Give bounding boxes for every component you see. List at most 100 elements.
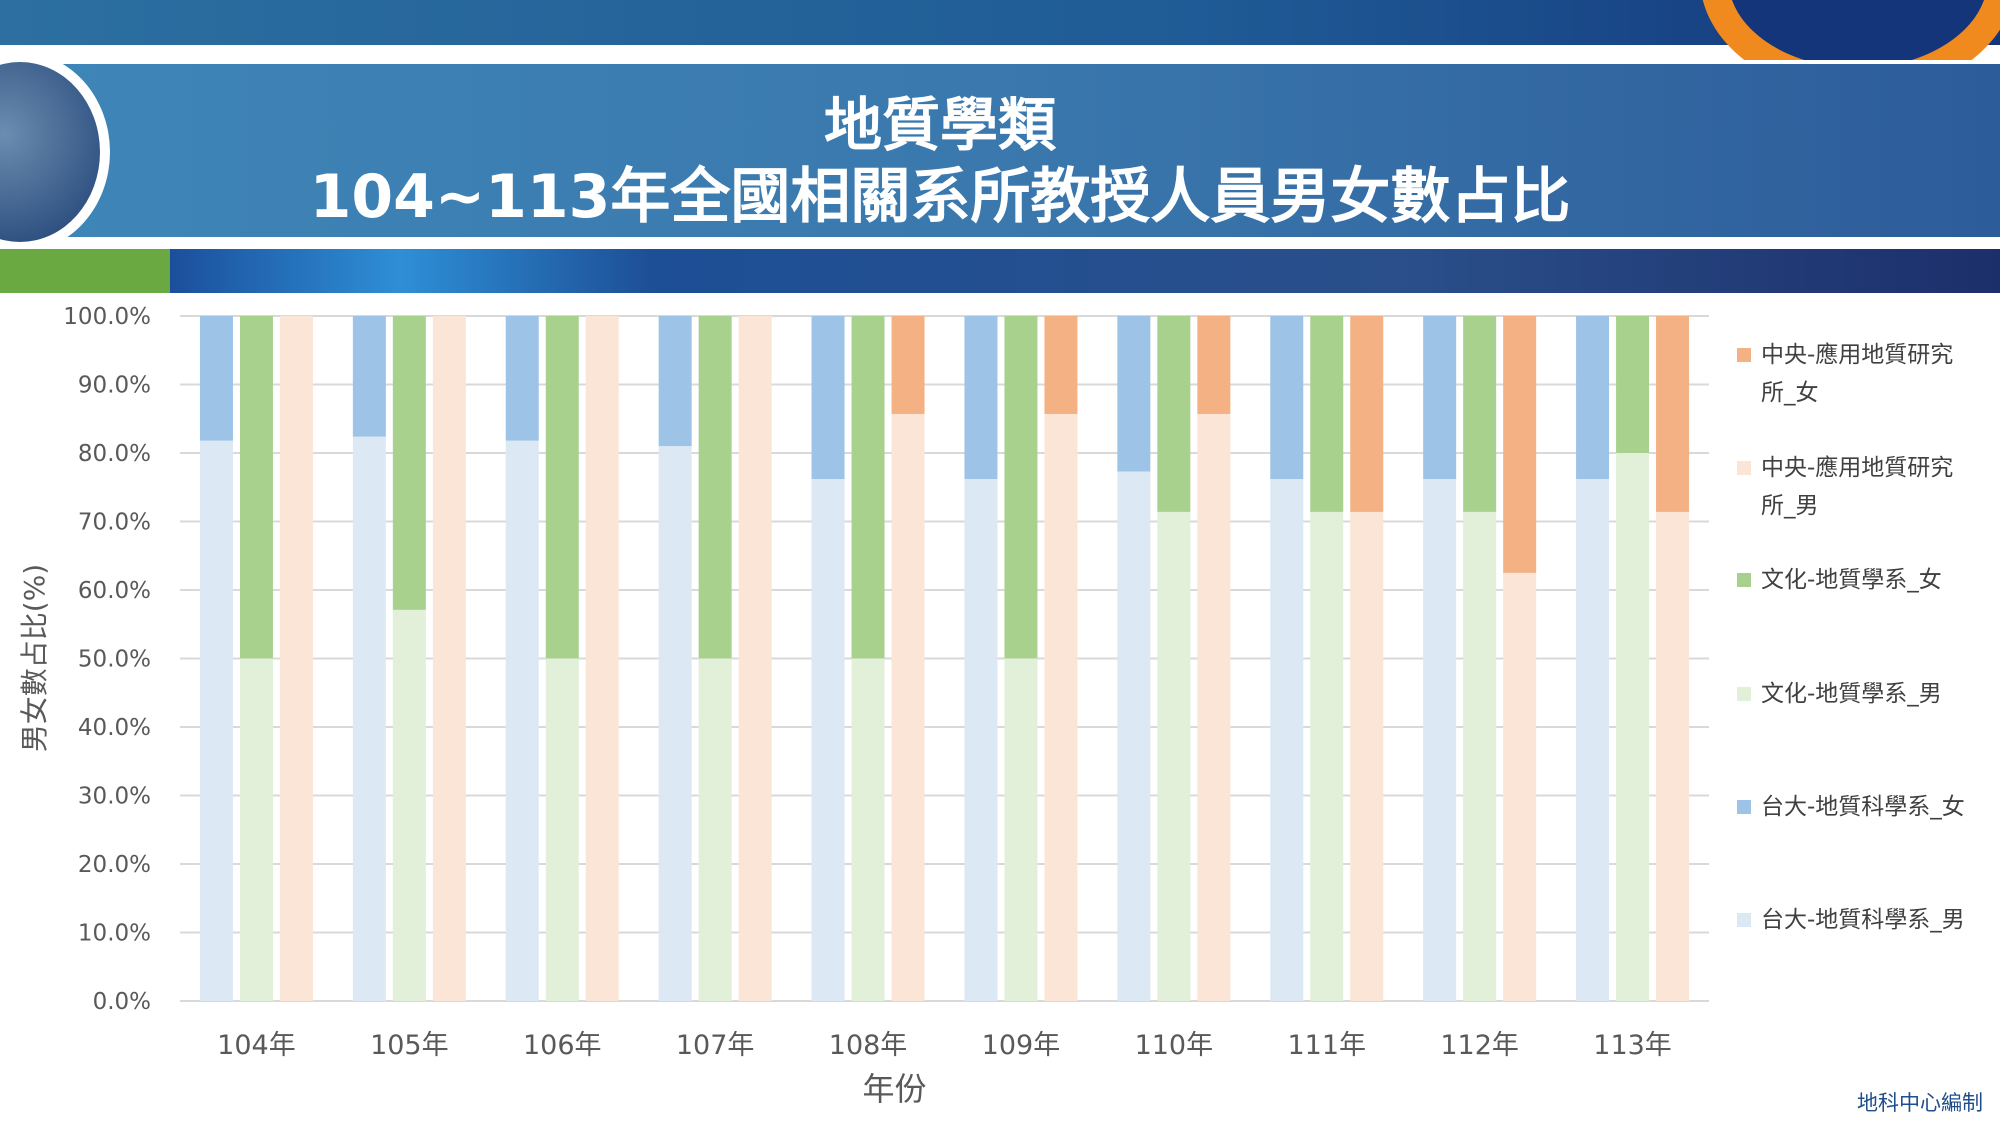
x-tick-label: 108年	[829, 1030, 908, 1061]
bar-segment-中央-應用地質研究所_男	[891, 413, 925, 1002]
bar-segment-文化-地質學系_男	[1310, 511, 1344, 1001]
x-tick-label: 109年	[982, 1030, 1061, 1061]
x-tick-label: 105年	[370, 1030, 449, 1061]
legend-swatch	[1737, 913, 1751, 927]
bar-segment-文化-地質學系_女	[1310, 316, 1344, 512]
bar-segment-中央-應用地質研究所_男	[1350, 511, 1384, 1001]
y-tick-label: 100.0%	[63, 304, 151, 330]
y-tick-label: 0.0%	[93, 989, 151, 1015]
bar-segment-文化-地質學系_男	[851, 658, 885, 1001]
y-tick-label: 90.0%	[78, 373, 151, 399]
legend-swatch	[1737, 348, 1751, 362]
bar-segment-文化-地質學系_男	[239, 658, 273, 1001]
bar-segment-中央-應用地質研究所_男	[432, 316, 466, 1001]
bar-segment-台大-地質科學系_男	[1423, 479, 1457, 1001]
bar-segment-台大-地質科學系_男	[352, 436, 386, 1001]
legend-item: 中央-應用地質研究 所_女	[1737, 336, 1987, 412]
bar-segment-台大-地質科學系_男	[505, 440, 539, 1001]
bar-segment-中央-應用地質研究所_女	[1044, 316, 1078, 414]
x-tick-label: 111年	[1287, 1030, 1366, 1061]
bar-segment-台大-地質科學系_男	[1576, 479, 1610, 1001]
legend-item: 文化-地質學系_男	[1737, 675, 1987, 713]
bar-segment-文化-地質學系_女	[239, 316, 273, 659]
legend-item: 台大-地質科學系_男	[1737, 901, 1987, 939]
bar-segment-文化-地質學系_男	[1463, 511, 1497, 1001]
x-tick-label: 104年	[217, 1030, 296, 1061]
bar-segment-台大-地質科學系_女	[964, 316, 998, 480]
bar-segment-文化-地質學系_女	[545, 316, 579, 659]
bar-segment-文化-地質學系_女	[851, 316, 885, 659]
bar-segment-台大-地質科學系_男	[1270, 479, 1304, 1001]
legend-label: 中央-應用地質研究	[1761, 342, 1954, 368]
bar-segment-文化-地質學系_男	[392, 609, 426, 1001]
legend-swatch	[1737, 800, 1751, 814]
legend-item: 文化-地質學系_女	[1737, 561, 1987, 599]
bar-segment-台大-地質科學系_女	[811, 316, 845, 480]
legend-label: 台大-地質科學系_男	[1761, 907, 1965, 933]
bar-segment-文化-地質學系_男	[1004, 658, 1038, 1001]
page-title-line1: 地質學類	[823, 91, 1056, 159]
legend-item: 中央-應用地質研究 所_男	[1737, 449, 1987, 525]
x-axis-title: 年份	[862, 1070, 926, 1108]
bar-segment-台大-地質科學系_男	[199, 440, 233, 1001]
bar-segment-台大-地質科學系_女	[505, 316, 539, 441]
bar-segment-台大-地質科學系_女	[1423, 316, 1457, 480]
y-tick-label: 70.0%	[78, 510, 151, 536]
bar-segment-中央-應用地質研究所_男	[1197, 413, 1231, 1002]
bar-segment-文化-地質學系_女	[1004, 316, 1038, 659]
bar-segment-台大-地質科學系_女	[1117, 316, 1151, 472]
bar-segment-台大-地質科學系_男	[658, 446, 692, 1001]
y-tick-label: 80.0%	[78, 441, 151, 467]
bar-segment-文化-地質學系_女	[698, 316, 732, 659]
page-title-line2: 104~113年全國相關系所教授人員男女數占比	[309, 162, 1571, 232]
bar-segment-文化-地質學系_女	[392, 316, 426, 610]
bar-segment-文化-地質學系_男	[545, 658, 579, 1001]
legend-swatch	[1737, 687, 1751, 701]
y-tick-label: 30.0%	[78, 784, 151, 810]
legend-label: 中央-應用地質研究	[1761, 455, 1954, 481]
bar-segment-文化-地質學系_男	[698, 658, 732, 1001]
bar-segment-文化-地質學系_男	[1616, 453, 1650, 1001]
legend-label: 所_男	[1761, 493, 1819, 519]
bar-segment-中央-應用地質研究所_男	[1656, 511, 1690, 1001]
legend-label: 所_女	[1761, 380, 1819, 406]
y-tick-label: 60.0%	[78, 578, 151, 604]
bar-segment-文化-地質學系_女	[1157, 316, 1191, 512]
bar-segment-中央-應用地質研究所_女	[1656, 316, 1690, 512]
bar-segment-中央-應用地質研究所_女	[1503, 316, 1537, 573]
x-tick-label: 112年	[1440, 1030, 1519, 1061]
y-tick-label: 50.0%	[78, 647, 151, 673]
bar-segment-中央-應用地質研究所_男	[1503, 572, 1537, 1001]
bar-segment-中央-應用地質研究所_女	[1197, 316, 1231, 414]
legend-label: 文化-地質學系_女	[1761, 567, 1942, 593]
x-tick-label: 106年	[523, 1030, 602, 1061]
legend-label: 文化-地質學系_男	[1761, 681, 1942, 707]
legend-label: 台大-地質科學系_女	[1761, 794, 1965, 820]
bar-segment-台大-地質科學系_女	[1270, 316, 1304, 480]
bar-segment-台大-地質科學系_女	[352, 316, 386, 437]
y-tick-label: 40.0%	[78, 715, 151, 741]
y-tick-label: 20.0%	[78, 852, 151, 878]
x-tick-label: 107年	[676, 1030, 755, 1061]
y-tick-label: 10.0%	[78, 921, 151, 947]
header-bottom-stripe	[0, 249, 2000, 293]
bar-segment-中央-應用地質研究所_男	[1044, 413, 1078, 1002]
legend-swatch	[1737, 461, 1751, 475]
bar-segment-中央-應用地質研究所_男	[279, 316, 313, 1001]
legend-swatch	[1737, 573, 1751, 587]
bar-segment-中央-應用地質研究所_女	[1350, 316, 1384, 512]
bar-segment-台大-地質科學系_女	[1576, 316, 1610, 480]
title-banner	[0, 60, 2000, 237]
bar-segment-中央-應用地質研究所_女	[891, 316, 925, 414]
bar-segment-台大-地質科學系_男	[1117, 471, 1151, 1001]
legend-item: 台大-地質科學系_女	[1737, 788, 1987, 826]
x-tick-label: 113年	[1593, 1030, 1672, 1061]
bar-segment-台大-地質科學系_男	[811, 479, 845, 1001]
header-top-stripe	[0, 0, 2000, 45]
bar-segment-文化-地質學系_女	[1463, 316, 1497, 512]
bar-segment-中央-應用地質研究所_男	[738, 316, 772, 1001]
footer-credit: 地科中心編制	[1857, 1091, 1983, 1115]
bar-segment-中央-應用地質研究所_男	[585, 316, 619, 1001]
bar-segment-台大-地質科學系_男	[964, 479, 998, 1001]
